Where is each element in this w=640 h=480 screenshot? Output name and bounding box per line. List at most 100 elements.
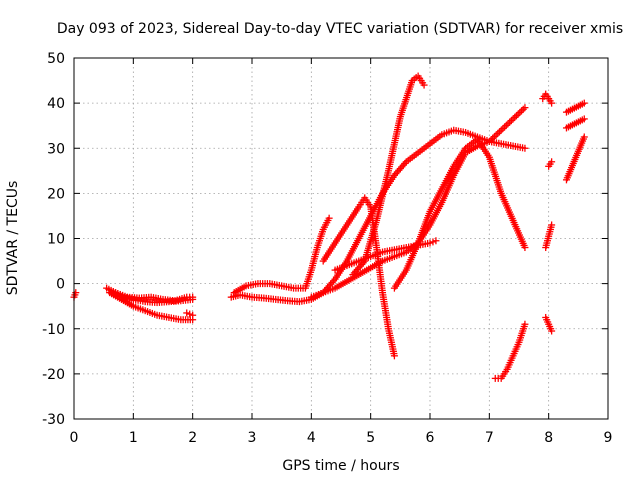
track-samples bbox=[314, 228, 326, 249]
track-samples bbox=[416, 141, 432, 155]
track-samples bbox=[415, 210, 433, 245]
track-samples bbox=[173, 294, 188, 304]
track-samples bbox=[404, 150, 420, 164]
track-samples bbox=[392, 268, 409, 290]
y-tick-label: -20 bbox=[42, 367, 65, 383]
y-tick-label: 30 bbox=[47, 141, 65, 157]
track-samples bbox=[439, 164, 457, 191]
track-samples bbox=[381, 253, 396, 264]
track-samples bbox=[379, 291, 392, 330]
track-samples bbox=[119, 297, 135, 309]
x-tick-label: 8 bbox=[544, 430, 553, 446]
track-samples bbox=[500, 140, 515, 150]
track-samples bbox=[357, 253, 372, 264]
track-samples bbox=[416, 74, 427, 87]
track-samples bbox=[498, 191, 516, 222]
track-samples bbox=[516, 322, 528, 344]
x-tick-label: 3 bbox=[248, 430, 257, 446]
x-axis-label: GPS time / hours bbox=[282, 458, 399, 474]
track-samples bbox=[429, 238, 437, 246]
chart-title: Day 093 of 2023, Sidereal Day-to-day VTE… bbox=[57, 21, 623, 37]
track-samples bbox=[486, 155, 505, 195]
track-samples bbox=[563, 135, 587, 182]
track-samples bbox=[321, 241, 338, 263]
data-marks bbox=[70, 72, 588, 382]
track-samples bbox=[322, 285, 337, 296]
track-samples bbox=[510, 219, 528, 249]
track-samples bbox=[186, 293, 194, 301]
track-samples bbox=[511, 105, 527, 121]
track-samples bbox=[150, 294, 165, 303]
track-samples bbox=[320, 216, 332, 231]
track-samples bbox=[344, 237, 362, 263]
track-samples bbox=[114, 290, 129, 300]
track-samples bbox=[126, 293, 141, 302]
track-samples bbox=[494, 374, 502, 382]
series-track-r bbox=[562, 99, 588, 116]
track-samples bbox=[564, 116, 586, 131]
track-samples bbox=[393, 244, 408, 253]
track-samples bbox=[385, 115, 404, 173]
track-samples bbox=[543, 92, 551, 100]
track-samples bbox=[511, 142, 527, 152]
series-track-e bbox=[183, 309, 197, 319]
x-tick-label: 4 bbox=[307, 430, 316, 446]
track-samples bbox=[373, 246, 386, 294]
track-samples bbox=[427, 200, 445, 227]
track-samples bbox=[504, 354, 516, 371]
x-tick-label: 2 bbox=[188, 430, 197, 446]
series-track-a bbox=[70, 289, 80, 301]
track-samples bbox=[542, 223, 555, 249]
series-track-i bbox=[319, 194, 398, 360]
track-samples bbox=[186, 310, 194, 318]
track-samples bbox=[499, 368, 510, 380]
series-track-p bbox=[542, 313, 556, 335]
data-point bbox=[497, 126, 505, 134]
y-tick-label: 0 bbox=[56, 277, 65, 293]
track-samples bbox=[302, 268, 315, 290]
track-samples bbox=[546, 97, 554, 105]
track-samples bbox=[333, 278, 349, 291]
y-tick-label: -30 bbox=[42, 412, 65, 428]
x-tick-label: 7 bbox=[485, 430, 494, 446]
track-samples bbox=[392, 159, 409, 178]
track-samples bbox=[244, 280, 260, 289]
data-point bbox=[521, 104, 529, 112]
track-samples bbox=[232, 283, 248, 296]
track-samples bbox=[345, 258, 360, 269]
y-axis-label: SDTVAR / TECUs bbox=[5, 181, 21, 296]
track-samples bbox=[250, 293, 265, 302]
series-track-t bbox=[562, 133, 588, 184]
x-tick-label: 9 bbox=[604, 430, 613, 446]
track-samples bbox=[410, 74, 420, 83]
track-samples bbox=[464, 137, 479, 151]
series-track-l bbox=[390, 135, 529, 292]
track-samples bbox=[274, 296, 289, 305]
track-samples bbox=[439, 173, 457, 204]
y-tick-label: -10 bbox=[42, 322, 65, 338]
track-samples bbox=[397, 79, 416, 119]
x-tick-label: 0 bbox=[70, 430, 79, 446]
y-tick-label: 20 bbox=[47, 186, 65, 202]
x-tick-labels: 0 1 2 3 4 5 6 7 8 9 bbox=[70, 430, 613, 446]
data-point bbox=[509, 115, 517, 123]
track-samples bbox=[167, 314, 182, 323]
track-samples bbox=[298, 296, 313, 305]
track-samples bbox=[308, 246, 321, 272]
series-track-g bbox=[230, 214, 333, 297]
track-samples bbox=[510, 341, 522, 358]
x-tick-label: 5 bbox=[366, 430, 375, 446]
track-samples bbox=[144, 298, 159, 306]
track-samples bbox=[132, 303, 147, 314]
track-samples bbox=[385, 327, 398, 358]
track-samples bbox=[362, 196, 373, 209]
track-samples bbox=[487, 128, 504, 144]
series-track-q bbox=[545, 158, 556, 170]
track-samples bbox=[369, 249, 384, 260]
series-track-s bbox=[562, 115, 588, 132]
track-samples bbox=[138, 293, 153, 302]
series-track-n bbox=[539, 90, 556, 107]
track-samples bbox=[71, 291, 79, 299]
track-samples bbox=[452, 127, 467, 136]
